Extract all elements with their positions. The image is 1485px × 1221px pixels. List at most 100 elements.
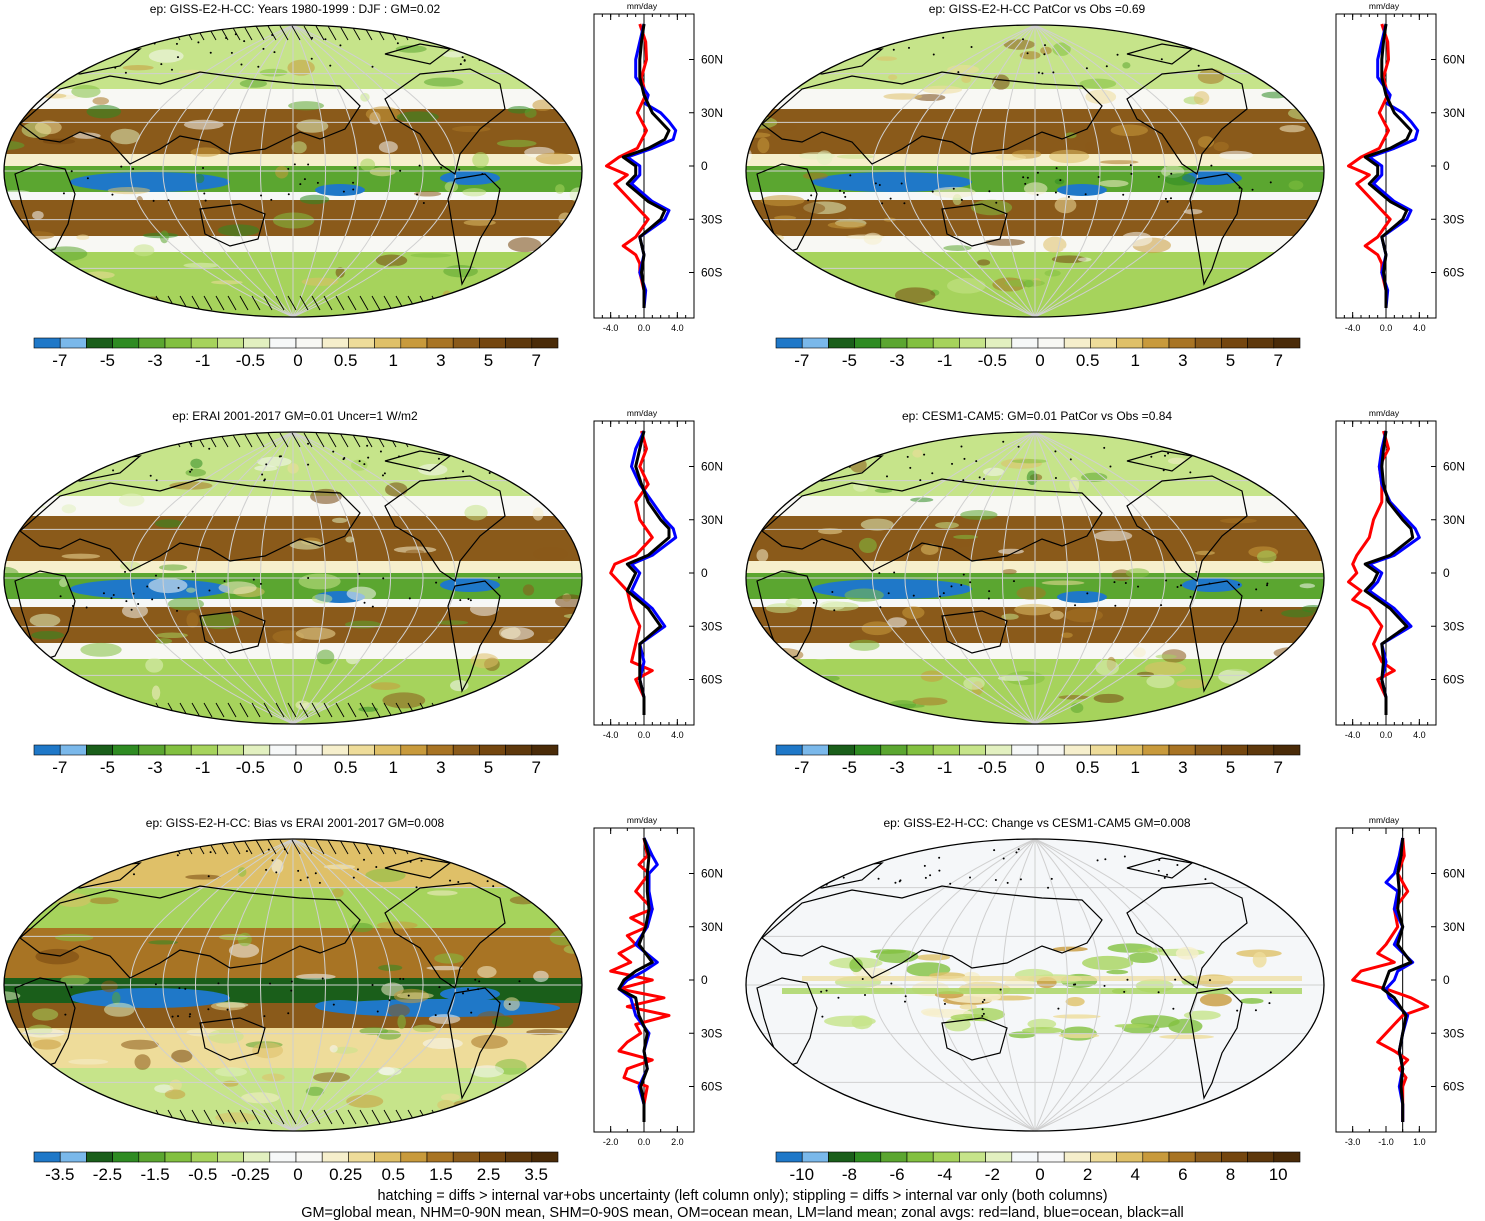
zonal-xtick-label: 0.0 (638, 323, 651, 333)
colorbar-swatch (295, 337, 323, 349)
colorbar-label: -5 (100, 351, 115, 370)
colorbar-swatch (138, 744, 166, 756)
zonal-lat-label: 60N (1443, 867, 1465, 881)
colorbar-label: 0.5 (381, 1165, 405, 1184)
colorbar-label: -3 (148, 351, 163, 370)
zonal-series-line (621, 23, 671, 308)
panel-title: ep: GISS-E2-H-CC: Change vs CESM1-CAM5 G… (883, 816, 1191, 830)
colorbar-swatch (1116, 744, 1144, 756)
colorbar-swatch (164, 1151, 192, 1163)
colorbar-label: 7 (531, 351, 540, 370)
colorbar-label: 0 (1035, 758, 1044, 777)
zonal-lat-label: 60S (1443, 1080, 1464, 1094)
colorbar-swatch (854, 744, 882, 756)
map-plot (745, 838, 1325, 1132)
zonal-lat-label: 30S (1443, 212, 1464, 226)
colorbar-swatch (1168, 337, 1196, 349)
panel-5: ep: GISS-E2-H-CC: Bias vs ERAI 2001-2017… (0, 814, 742, 1219)
colorbar-label: 4 (1131, 1165, 1140, 1184)
colorbar-label: 5 (1226, 758, 1235, 777)
zonal-lat-label: 30S (701, 212, 722, 226)
zonal-mean-plot: mm/day -4.0 0.0 4.0 60N 30N 0 30S 60S (1335, 408, 1465, 740)
colorbar-swatch (531, 337, 559, 349)
colorbar-swatch (243, 337, 271, 349)
colorbar-swatch (854, 337, 882, 349)
colorbar-label: 3 (1178, 351, 1187, 370)
colorbar-label: 1 (1131, 351, 1140, 370)
colorbar-label: -7 (794, 351, 809, 370)
panel-title: ep: CESM1-CAM5: GM=0.01 PatCor vs Obs =0… (901, 409, 1173, 423)
colorbar-label: -1 (195, 758, 210, 777)
colorbar-swatch (400, 744, 428, 756)
zonal-unit-label: mm/day (627, 1, 658, 11)
zonal-lat-label: 60S (701, 673, 722, 687)
colorbar-label: 5 (1226, 351, 1235, 370)
zonal-lat-label: 60S (1443, 673, 1464, 687)
colorbar-label: 7 (1273, 351, 1282, 370)
colorbar-label: -0.5 (236, 351, 265, 370)
colorbar-label: 6 (1178, 1165, 1187, 1184)
colorbar-swatch (348, 744, 375, 756)
colorbar-swatch (243, 1151, 271, 1163)
colorbar-label: -0.5 (236, 758, 265, 777)
colorbar-label: -1 (195, 351, 210, 370)
zonal-lat-label: 30N (701, 106, 723, 120)
zonal-lat-label: 60N (701, 53, 723, 67)
colorbar-swatch (112, 744, 140, 756)
map-plot (3, 431, 583, 725)
colorbar-swatch (374, 1151, 402, 1163)
colorbar: -3.5 -2.5 -1.5 -0.5 -0.25 0 0.25 0.5 1.5 2.5 3.5 (33, 1151, 559, 1184)
colorbar-label: 0.5 (1076, 351, 1100, 370)
zonal-series-line (609, 837, 671, 1122)
colorbar-swatch (801, 744, 829, 756)
colorbar-swatch (1273, 1151, 1301, 1163)
colorbar-swatch (880, 1151, 908, 1163)
colorbar-label: 0.5 (334, 351, 358, 370)
colorbar-swatch (190, 1151, 218, 1163)
colorbar-swatch (985, 337, 1013, 349)
zonal-unit-label: mm/day (627, 815, 658, 825)
colorbar-swatch (1168, 1151, 1196, 1163)
panel-1: ep: GISS-E2-H-CC: Years 1980-1999 : DJF … (0, 0, 742, 405)
zonal-lat-label: 30S (701, 1026, 722, 1040)
colorbar-swatch (1247, 744, 1275, 756)
colorbar-swatch (1221, 1151, 1248, 1163)
colorbar-swatch (1037, 744, 1065, 756)
zonal-lat-label: 60S (701, 1080, 722, 1094)
colorbar-label: -5 (842, 351, 857, 370)
colorbar-swatch (985, 744, 1013, 756)
colorbar-label: -2.5 (93, 1165, 122, 1184)
colorbar-swatch (531, 744, 559, 756)
colorbar-label: 3 (436, 351, 445, 370)
colorbar-swatch (1168, 744, 1196, 756)
colorbar-swatch (374, 337, 402, 349)
zonal-xtick-label: -4.0 (1345, 730, 1361, 740)
colorbar-swatch (932, 337, 960, 349)
zonal-lat-label: 60S (701, 266, 722, 280)
coastlines (14, 450, 506, 693)
colorbar-swatch (880, 744, 908, 756)
colorbar-swatch (828, 1151, 855, 1163)
zonal-lat-label: 30N (1443, 920, 1465, 934)
colorbar-swatch (479, 744, 506, 756)
zonal-series-line (605, 23, 650, 308)
colorbar-swatch (985, 1151, 1013, 1163)
zonal-xtick-label: 0.0 (1380, 323, 1393, 333)
colorbar-label: -0.5 (978, 758, 1007, 777)
panel-4: ep: CESM1-CAM5: GM=0.01 PatCor vs Obs =0… (742, 407, 1484, 812)
colorbar-label: -3.5 (45, 1165, 74, 1184)
colorbar: -7 -5 -3 -1 -0.5 0 0.5 1 3 5 7 (775, 744, 1301, 777)
colorbar-swatch (906, 744, 934, 756)
colorbar-swatch (452, 1151, 480, 1163)
zonal-lat-label: 60S (1443, 266, 1464, 280)
zonal-lat-label: 30S (1443, 619, 1464, 633)
colorbar-label: 3 (436, 758, 445, 777)
colorbar-swatch (33, 744, 61, 756)
colorbar-label: -1 (937, 351, 952, 370)
zonal-lat-label: 0 (701, 973, 708, 987)
colorbar-swatch (190, 337, 218, 349)
colorbar-swatch (59, 1151, 87, 1163)
colorbar-swatch (1221, 337, 1248, 349)
colorbar-swatch (86, 1151, 113, 1163)
map-plot (745, 24, 1325, 318)
